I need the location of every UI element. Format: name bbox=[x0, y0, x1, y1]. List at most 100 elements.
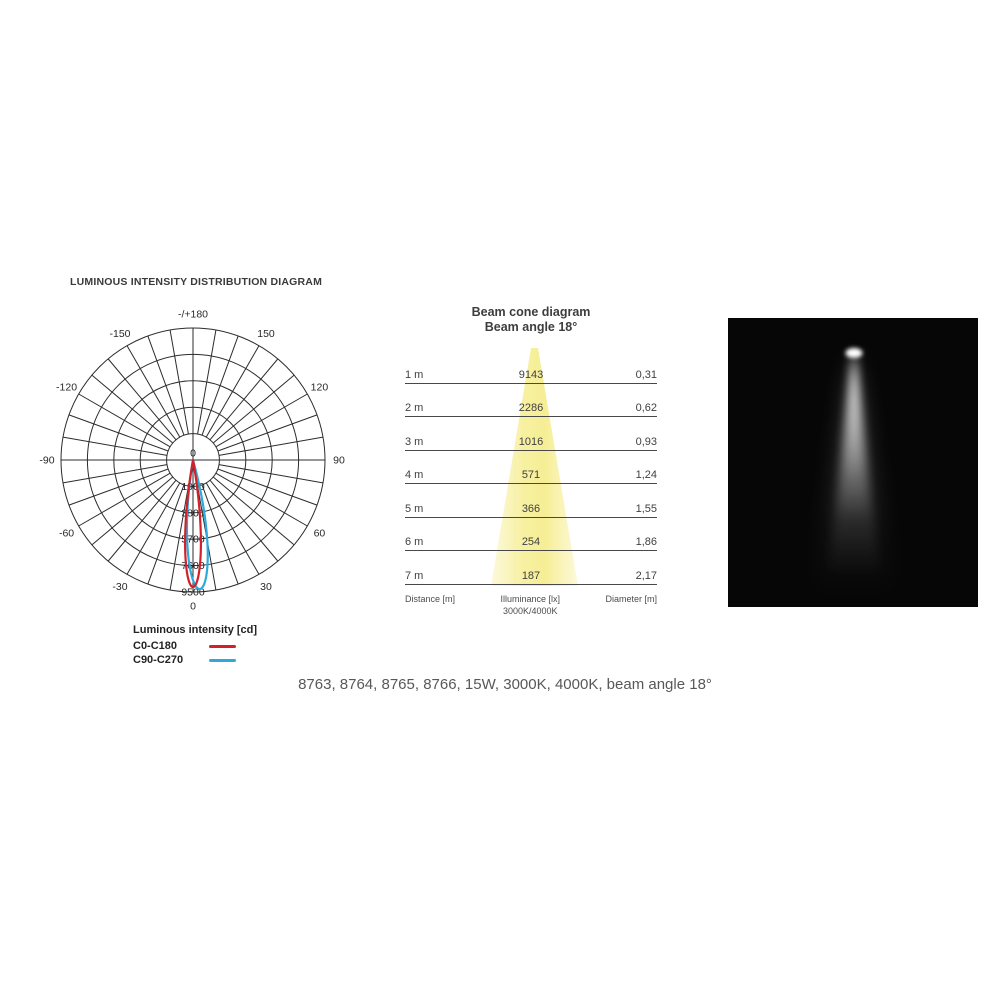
legend-row-c90-c270: C90-C270 bbox=[133, 653, 283, 667]
polar-spoke bbox=[218, 464, 324, 484]
table-row: 6 m 254 1,86 bbox=[405, 518, 657, 552]
legend-label: C90-C270 bbox=[133, 654, 184, 666]
ring-value-label: 3800 bbox=[181, 507, 205, 519]
angle-label: 120 bbox=[311, 382, 329, 394]
polar-spoke bbox=[215, 472, 308, 527]
table-row: 1 m 9143 0,31 bbox=[405, 351, 657, 384]
beam-table-rows: 1 m 9143 0,31 2 m 2286 0,62 3 m 1016 0,93 4 m 571 1… bbox=[405, 351, 657, 585]
table-row: 3 m 1016 0,93 bbox=[405, 417, 657, 451]
polar-spoke bbox=[68, 468, 169, 506]
red-line-swatch bbox=[209, 644, 236, 648]
polar-legend: Luminous intensity [cd] C0-C180 C90-C270 bbox=[133, 624, 283, 667]
polar-spoke bbox=[91, 374, 174, 444]
polar-spoke bbox=[218, 436, 324, 456]
illuminance-header-line1: Illuminance [lx] bbox=[500, 594, 561, 604]
distance-cell: 2 m bbox=[405, 402, 424, 415]
illuminance-column-header: Illuminance [lx] 3000K/4000K bbox=[500, 593, 560, 617]
distance-cell: 4 m bbox=[405, 469, 424, 482]
legend-row-c0-c180: C0-C180 bbox=[133, 639, 283, 653]
angle-label: -150 bbox=[109, 328, 130, 340]
polar-chart-container: 0 30 60 90 120 150 -/+180 -150 -120 -90 -60 -30 0 190… bbox=[26, 304, 360, 616]
polar-spoke bbox=[78, 393, 171, 448]
light-source-spot bbox=[845, 348, 863, 358]
polar-spoke bbox=[205, 482, 260, 575]
diameter-cell: 0,62 bbox=[635, 402, 657, 415]
polar-spoke bbox=[205, 345, 260, 438]
beam-cone-subtitle: Beam angle 18° bbox=[484, 320, 578, 334]
polar-spoke bbox=[217, 468, 318, 506]
polar-spoke bbox=[147, 484, 185, 585]
polar-spoke bbox=[212, 476, 295, 546]
polar-spoke bbox=[217, 414, 318, 452]
polar-spoke bbox=[169, 329, 189, 435]
polar-spoke bbox=[126, 345, 181, 438]
illuminance-cell: 366 bbox=[521, 502, 541, 515]
center-label: 0 bbox=[190, 448, 196, 460]
diameter-cell: 1,55 bbox=[635, 502, 657, 515]
diameter-cell: 0,31 bbox=[635, 368, 657, 381]
diameter-column-header: Diameter [m] bbox=[605, 594, 657, 604]
intensity-curve-c90-c270 bbox=[185, 458, 209, 591]
polar-spoke bbox=[107, 358, 177, 441]
illuminance-cell: 1016 bbox=[518, 435, 544, 448]
angle-label: 0 bbox=[190, 601, 196, 613]
beam-table-footer: Distance [m] Illuminance [lx] 3000K/4000K… bbox=[405, 593, 657, 617]
beam-cone-title: Beam cone diagram bbox=[471, 305, 591, 319]
polar-spoke bbox=[68, 414, 169, 452]
polar-spoke bbox=[201, 335, 239, 436]
polar-spoke bbox=[212, 374, 295, 444]
polar-spoke bbox=[126, 482, 181, 575]
legend-title: Luminous intensity [cd] bbox=[133, 624, 258, 636]
table-row: 5 m 366 1,55 bbox=[405, 484, 657, 518]
distance-cell: 6 m bbox=[405, 536, 424, 549]
angle-label: -/+180 bbox=[178, 309, 208, 321]
beam-photo-image bbox=[728, 318, 978, 607]
polar-spoke bbox=[169, 485, 189, 591]
polar-spoke bbox=[62, 436, 168, 456]
diameter-cell: 0,93 bbox=[635, 435, 657, 448]
table-row: 7 m 187 2,17 bbox=[405, 551, 657, 585]
beam-cone-diagram: Beam cone diagram Beam angle 18° 1 m 9143… bbox=[405, 305, 657, 617]
angle-label: 90 bbox=[333, 455, 345, 467]
polar-spoke bbox=[215, 393, 308, 448]
polar-spoke bbox=[62, 464, 168, 484]
illuminance-header-line2: 3000K/4000K bbox=[502, 606, 558, 617]
product-caption: 8763, 8764, 8765, 8766, 15W, 3000K, 4000… bbox=[298, 676, 712, 693]
polar-spoke bbox=[197, 329, 217, 435]
table-row: 4 m 571 1,24 bbox=[405, 451, 657, 485]
distance-column-header: Distance [m] bbox=[405, 594, 456, 604]
illuminance-cell: 2286 bbox=[518, 402, 544, 415]
angle-label: -120 bbox=[56, 382, 77, 394]
distance-cell: 1 m bbox=[405, 368, 424, 381]
illuminance-cell: 9143 bbox=[518, 368, 544, 381]
angle-label: -30 bbox=[112, 581, 127, 593]
angle-label: -60 bbox=[59, 528, 74, 540]
illuminance-cell: 187 bbox=[521, 569, 541, 582]
angle-label: 150 bbox=[257, 328, 275, 340]
legend-label: C0-C180 bbox=[133, 640, 178, 652]
intensity-curve-c0-c180 bbox=[183, 458, 203, 589]
diameter-cell: 1,24 bbox=[635, 469, 657, 482]
polar-spoke bbox=[201, 484, 239, 585]
table-row: 2 m 2286 0,62 bbox=[405, 384, 657, 418]
beam-core bbox=[839, 351, 869, 518]
beam-photo bbox=[728, 318, 978, 607]
distance-cell: 3 m bbox=[405, 435, 424, 448]
page-title: LUMINOUS INTENSITY DISTRIBUTION DIAGRAM bbox=[70, 276, 323, 288]
distance-cell: 5 m bbox=[405, 502, 424, 515]
diameter-cell: 1,86 bbox=[635, 536, 657, 549]
distance-cell: 7 m bbox=[405, 569, 424, 582]
polar-spoke bbox=[147, 335, 185, 436]
polar-spoke bbox=[209, 479, 279, 562]
polar-spoke bbox=[107, 479, 177, 562]
polar-spoke bbox=[91, 476, 174, 546]
blue-line-swatch bbox=[209, 658, 236, 662]
polar-chart: 0306090120150-/+180-150-120-90-60-300190… bbox=[39, 309, 345, 613]
illuminance-cell: 571 bbox=[521, 469, 541, 482]
angle-label: -90 bbox=[39, 455, 54, 467]
polar-spoke bbox=[209, 358, 279, 441]
angle-label: 30 bbox=[260, 581, 272, 593]
angle-label: 60 bbox=[314, 528, 326, 540]
polar-spoke bbox=[78, 472, 171, 527]
illuminance-cell: 254 bbox=[521, 536, 541, 549]
